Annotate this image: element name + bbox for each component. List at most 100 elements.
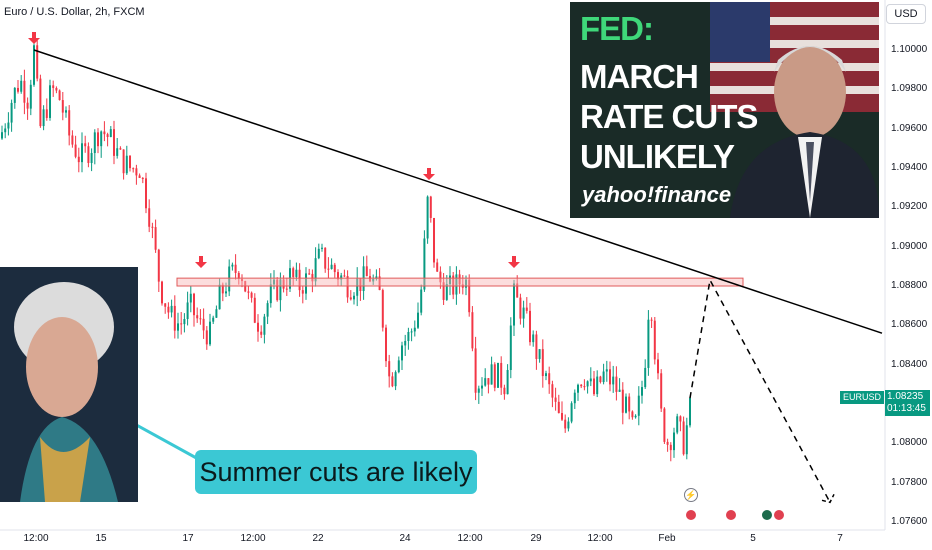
candle-body	[490, 364, 493, 385]
candle-body	[164, 303, 167, 307]
candle-body	[337, 272, 339, 280]
candle-body	[541, 349, 544, 377]
candle-body	[231, 264, 234, 267]
candle-body	[375, 276, 378, 279]
candle-body	[410, 331, 413, 333]
candle-body	[628, 396, 631, 412]
candle-body	[113, 129, 115, 156]
candle-body	[666, 441, 669, 445]
candle-body	[426, 196, 429, 239]
candle-body	[458, 274, 461, 285]
candle-body	[333, 264, 336, 273]
candle-body	[433, 217, 435, 263]
candle-body	[682, 421, 685, 455]
candle-body	[353, 295, 355, 300]
candle-body	[36, 45, 39, 79]
candle-body	[689, 397, 691, 426]
fed-headline-3: RATE CUTS	[580, 98, 758, 135]
candle-body	[644, 367, 647, 388]
candle-body	[250, 292, 253, 298]
y-tick-label: 1.09400	[891, 162, 928, 173]
candle-body	[68, 110, 71, 136]
candle-body	[615, 376, 618, 392]
candle-body	[378, 276, 381, 291]
candle-body	[260, 331, 263, 335]
candle-body	[276, 279, 279, 301]
candle-body	[199, 318, 202, 320]
candle-body	[557, 401, 560, 414]
candle-body	[564, 419, 567, 429]
candle-body	[327, 268, 330, 270]
candle-body	[577, 384, 579, 393]
candle-body	[218, 284, 221, 310]
candle-body	[583, 386, 586, 388]
us-flag-icon[interactable]	[772, 508, 786, 522]
candle-body	[305, 273, 307, 294]
fed-headline-1: FED:	[580, 10, 654, 47]
candle-body	[90, 153, 93, 164]
y-tick-label: 1.09200	[891, 201, 928, 213]
y-tick-label: 1.08400	[891, 358, 928, 370]
lagarde-portrait	[14, 282, 118, 502]
candle-body	[653, 320, 656, 360]
candle-body	[532, 334, 535, 343]
bar-countdown: 01:13:45	[887, 403, 926, 414]
trendline	[33, 49, 883, 334]
candle-body	[484, 378, 487, 386]
x-tick-label: 17	[182, 533, 194, 544]
candle-body	[241, 278, 243, 282]
lightning-icon[interactable]: ⚡	[684, 488, 698, 502]
candle-body	[477, 388, 480, 393]
candle-body	[586, 381, 589, 387]
y-tick-label: 1.08600	[891, 319, 928, 331]
candle-body	[493, 364, 496, 388]
candle-body	[673, 432, 675, 451]
candle-body	[87, 146, 90, 164]
candle-body	[522, 307, 525, 319]
candle-body	[39, 78, 42, 127]
candle-body	[365, 266, 368, 277]
us-flag-icon[interactable]	[684, 508, 698, 522]
candle-body	[618, 389, 621, 392]
candle-body	[631, 411, 634, 418]
chart-title: Euro / U.S. Dollar, 2h, FXCM	[4, 6, 145, 18]
down-arrow-marker	[195, 256, 207, 268]
symbol-tag: EURUSD	[840, 391, 885, 404]
candle-body	[228, 266, 231, 292]
x-tick-label: 12:00	[23, 533, 49, 544]
candle-body	[180, 323, 183, 325]
candle-body	[55, 87, 58, 91]
candle-body	[65, 110, 67, 113]
candle-body	[417, 312, 419, 328]
candle-body	[42, 109, 45, 127]
candle-body	[372, 278, 375, 282]
candle-body	[519, 297, 522, 319]
down-arrow-marker	[423, 168, 435, 180]
candle-body	[429, 196, 432, 218]
candle-body	[487, 378, 490, 385]
candle-body	[135, 168, 138, 176]
candle-body	[593, 378, 595, 395]
candle-body	[513, 283, 515, 326]
y-tick-label: 1.08800	[891, 280, 928, 291]
candle-body	[356, 278, 359, 296]
candle-body	[100, 131, 103, 147]
fed-background	[710, 2, 879, 218]
fed-news-image: FED: MARCH RATE CUTS UNLIKELY yahoo!fina…	[570, 2, 879, 218]
x-tick-label: 7	[837, 533, 843, 544]
candle-body	[346, 276, 349, 298]
candle-body	[439, 271, 442, 283]
candle-body	[420, 289, 423, 313]
currency-button[interactable]: USD	[886, 4, 926, 24]
candle-body	[324, 247, 327, 269]
candle-body	[170, 305, 173, 313]
candle-body	[161, 281, 163, 304]
y-tick-label: 1.09600	[891, 122, 928, 134]
candle-body	[503, 387, 506, 395]
x-tick-label: 12:00	[457, 533, 483, 544]
us-flag-icon[interactable]	[724, 508, 738, 522]
y-tick-label: 1.07800	[891, 476, 928, 488]
candle-body	[551, 384, 554, 398]
x-tick-label: 15	[95, 533, 107, 544]
